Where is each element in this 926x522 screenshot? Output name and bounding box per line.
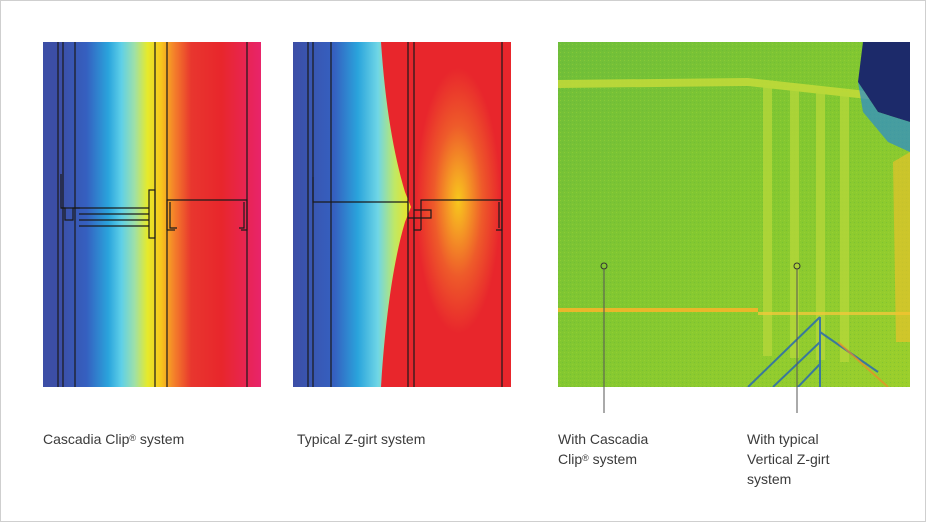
thermal-model-zgirt-system [293, 42, 511, 387]
caption-clip-system: Cascadia Clip® system [43, 431, 185, 447]
infrared-photo [558, 42, 910, 387]
caption-ir-clip: With Cascadia Clip® system [558, 431, 649, 467]
wall-assembly-lines [57, 42, 248, 387]
caption-ir-zgirt: With typical Vertical Z-girt system [747, 431, 830, 487]
caption-zgirt-system: Typical Z-girt system [297, 431, 426, 447]
thermal-cold-zone [293, 42, 411, 387]
zgirt-thermal-bridges [763, 86, 849, 362]
wall-assembly-lines [307, 42, 503, 387]
thermal-model-clip-system [43, 42, 261, 387]
thermal-gradient [43, 42, 261, 387]
leader-lines [603, 269, 798, 413]
